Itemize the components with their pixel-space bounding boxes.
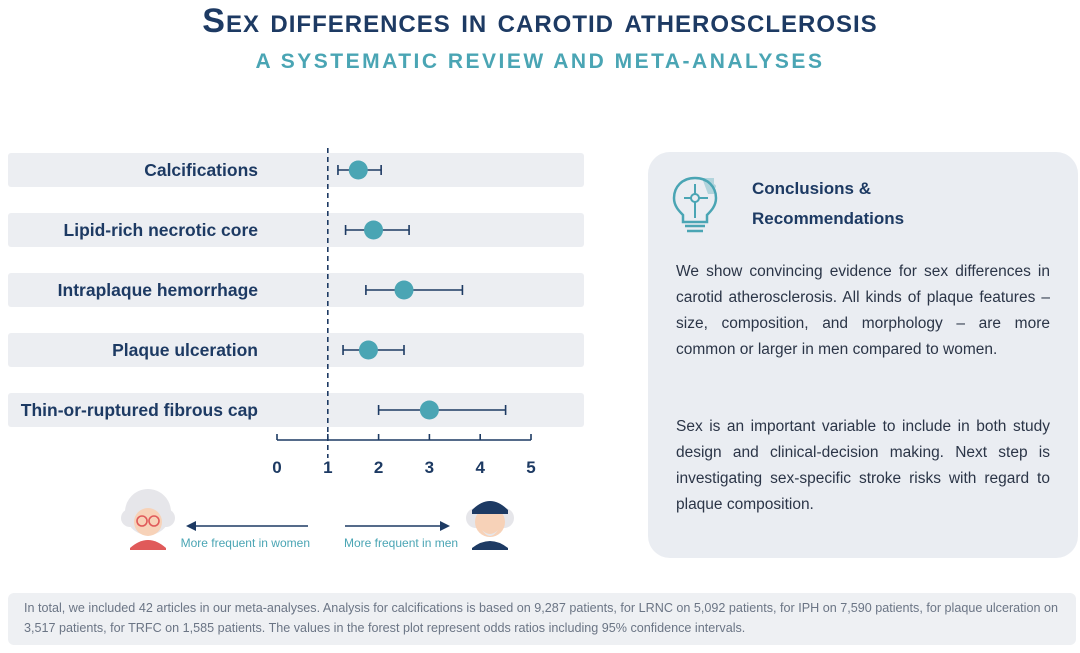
estimate-point	[364, 220, 384, 240]
conclusions-paragraph-2: Sex is an important variable to include …	[676, 418, 1050, 513]
footer-text: In total, we included 42 articles in our…	[24, 601, 1058, 635]
conclusions-panel: Conclusions & Recommendations We show co…	[648, 152, 1078, 558]
category-label: Intraplaque hemorrhage	[58, 280, 259, 300]
women-arrowhead	[186, 521, 196, 531]
row-background	[8, 273, 584, 307]
footer-note: In total, we included 42 articles in our…	[8, 593, 1076, 645]
x-tick-label: 1	[323, 458, 332, 477]
row-background	[8, 153, 584, 187]
category-label: Plaque ulceration	[112, 340, 258, 360]
women-direction-label: More frequent in women	[181, 536, 310, 550]
conclusions-paragraph-1: We show convincing evidence for sex diff…	[676, 263, 1050, 358]
x-tick-label: 0	[272, 458, 281, 477]
old-woman-avatar	[121, 489, 175, 550]
estimate-point	[358, 340, 378, 360]
estimate-point	[348, 160, 368, 180]
page-subtitle: A SYSTEMATIC REVIEW AND META-ANALYSES	[255, 50, 825, 73]
row-background	[8, 213, 584, 247]
x-tick-label: 2	[374, 458, 383, 477]
estimate-point	[419, 400, 439, 420]
category-label: Calcifications	[144, 160, 258, 180]
row-background	[8, 333, 584, 367]
old-man-avatar	[466, 501, 514, 550]
category-label: Thin-or-ruptured fibrous cap	[21, 400, 258, 420]
row-background	[8, 393, 584, 427]
forest-plot: Calcifications Lipid-rich necrotic core In…	[8, 148, 584, 550]
heading-line-2: Recommendations	[752, 209, 905, 228]
x-tick-label: 4	[475, 458, 485, 477]
heading-line-1: Conclusions &	[752, 179, 872, 198]
x-tick-label: 5	[526, 458, 535, 477]
men-arrowhead	[440, 521, 450, 531]
page-title: Sex differences in carotid atheroscleros…	[202, 2, 878, 40]
men-direction-label: More frequent in men	[344, 536, 458, 550]
estimate-point	[394, 280, 414, 300]
lightbulb-puzzle-icon	[672, 176, 718, 233]
category-label: Lipid-rich necrotic core	[64, 220, 259, 240]
x-tick-label: 3	[425, 458, 434, 477]
conclusions-heading: Conclusions & Recommendations	[752, 174, 1052, 234]
